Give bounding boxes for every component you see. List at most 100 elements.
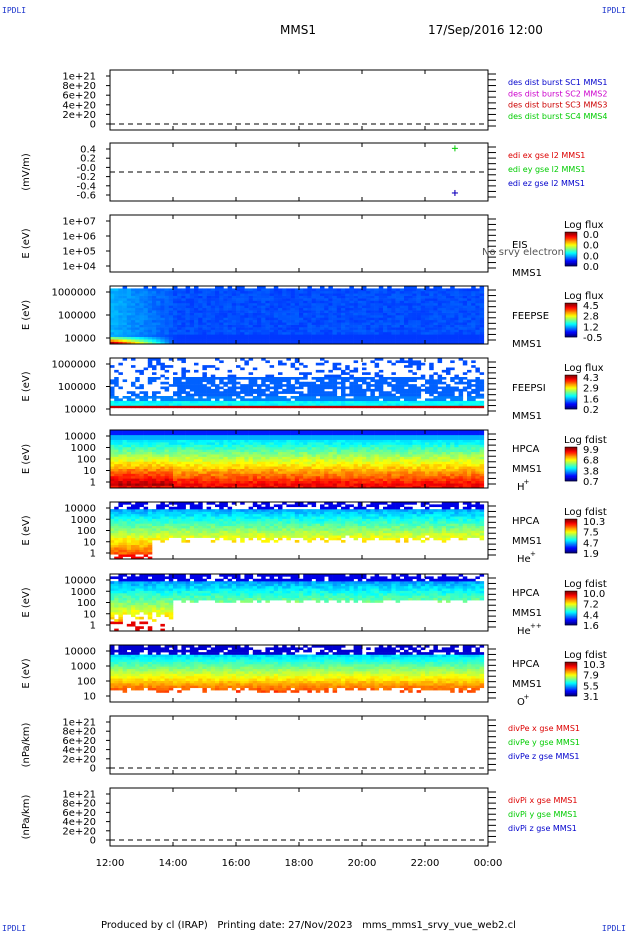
- panel-6-cell: [320, 432, 325, 436]
- panel-4-cell: [181, 327, 186, 330]
- panel-6-cell: [131, 471, 136, 474]
- panel-4-cell: [135, 329, 140, 333]
- panel-5-cell: [131, 405, 136, 409]
- panel-4-cell: [240, 307, 245, 311]
- panel-6-cell: [294, 459, 300, 462]
- panel-6-cell: [265, 451, 270, 455]
- panel-5-cell: [206, 388, 212, 392]
- panel-4-cell: [168, 324, 174, 328]
- panel-4-cell: [328, 310, 333, 313]
- panel-4-cell: [294, 310, 300, 313]
- panel-5-cell: [202, 391, 207, 394]
- panel-5-cell: [273, 384, 279, 387]
- panel-6-cell: [315, 449, 321, 453]
- panel-4-cell: [328, 286, 333, 289]
- panel-4-cell: [311, 341, 317, 345]
- panel-5-cell: [387, 384, 392, 387]
- panel-5-cell: [198, 393, 203, 397]
- panel-5-cell: [126, 403, 132, 406]
- panel-4-cell: [374, 288, 380, 292]
- panel-6-cell: [324, 468, 329, 472]
- panel-5-cell: [299, 384, 304, 387]
- panel-4-cell: [248, 307, 254, 311]
- panel-4-cell: [307, 317, 312, 321]
- panel-4-cell: [164, 290, 170, 294]
- panel-5-cell: [416, 367, 422, 371]
- panel-4-cell: [269, 331, 275, 335]
- panel-4-cell: [139, 293, 144, 296]
- panel-6-cell: [160, 444, 165, 448]
- panel-4-cell: [265, 322, 270, 325]
- panel-6-cell: [126, 485, 132, 489]
- panel-5-cell: [395, 391, 401, 394]
- panel-4-cell: [227, 298, 233, 301]
- panel-6-cell: [366, 437, 371, 440]
- panel-4-cell: [408, 286, 413, 289]
- panel-5-cell: [462, 405, 468, 409]
- panel-4-cell: [387, 324, 392, 328]
- panel-4-cell: [231, 341, 237, 345]
- panel-4-cell: [173, 293, 178, 296]
- panel-4-cell: [441, 339, 447, 342]
- panel-5-instrument: FEEPSI: [512, 383, 546, 394]
- panel-4-cell: [143, 319, 149, 323]
- panel-5-cell: [278, 405, 283, 409]
- panel-5-cell: [240, 405, 245, 409]
- panel-6-cell: [227, 480, 233, 484]
- panel-6-cell: [240, 437, 245, 440]
- panel-4-cell: [278, 295, 283, 299]
- panel-4-cell: [378, 290, 384, 294]
- panel-5-cell: [362, 377, 367, 380]
- panel-6-cell: [122, 439, 128, 443]
- panel-4-cell: [177, 334, 182, 338]
- panel-4-cell: [353, 322, 359, 325]
- panel-4-cell: [122, 341, 128, 345]
- panel-6-cell: [202, 463, 207, 467]
- panel-4-cell: [299, 305, 304, 309]
- panel-6-cell: [135, 473, 140, 477]
- panel-6-cell: [282, 430, 287, 433]
- panel-5-cell: [227, 398, 233, 402]
- panel-5-cell: [362, 396, 367, 399]
- panel-4-cell: [374, 327, 380, 330]
- panel-4-cell: [278, 307, 283, 311]
- panel-6-cell: [156, 446, 161, 450]
- panel-5-cell: [467, 403, 472, 406]
- panel-5-cell: [139, 400, 144, 404]
- panel-6-cell: [374, 454, 380, 457]
- panel-5-cell: [110, 365, 115, 368]
- panel-4-colorbar-segment: [565, 333, 577, 336]
- panel-4-cell: [387, 300, 392, 304]
- panel-5-cell: [370, 391, 375, 394]
- panel-3-colorbar-segment: [565, 263, 577, 266]
- panel-5-cell: [223, 405, 228, 409]
- panel-6-cell: [147, 442, 153, 445]
- panel-6-cell: [223, 434, 228, 438]
- panel-4-cell: [458, 339, 464, 342]
- panel-4-cell: [261, 288, 266, 292]
- panel-6-cell: [122, 437, 128, 440]
- panel-4-cell: [420, 329, 426, 333]
- panel-4-cell: [467, 300, 472, 304]
- panel-4-cell: [223, 327, 228, 330]
- panel-6-cell: [248, 434, 254, 438]
- panel-6-cell: [152, 463, 157, 467]
- panel-4-cell: [475, 307, 480, 311]
- panel-4-cell: [194, 300, 199, 304]
- panel-4-cell: [282, 319, 287, 323]
- panel-4-cell: [164, 315, 170, 318]
- panel-4-cell: [420, 336, 426, 340]
- panel-4-cell: [248, 295, 254, 299]
- panel-5-cell: [248, 384, 254, 387]
- panel-4-cell: [341, 305, 346, 309]
- panel-6-cell: [311, 446, 317, 450]
- panel-5-cell: [357, 386, 363, 390]
- panel-4-cell: [294, 331, 300, 335]
- panel-6-cell: [131, 430, 136, 433]
- panel-5-cell: [198, 400, 203, 404]
- panel-4-cell: [353, 329, 359, 333]
- panel-6-cell: [202, 446, 207, 450]
- panel-5-cell: [412, 384, 417, 387]
- panel-4-cell: [479, 327, 485, 330]
- panel-4-cell: [143, 322, 149, 325]
